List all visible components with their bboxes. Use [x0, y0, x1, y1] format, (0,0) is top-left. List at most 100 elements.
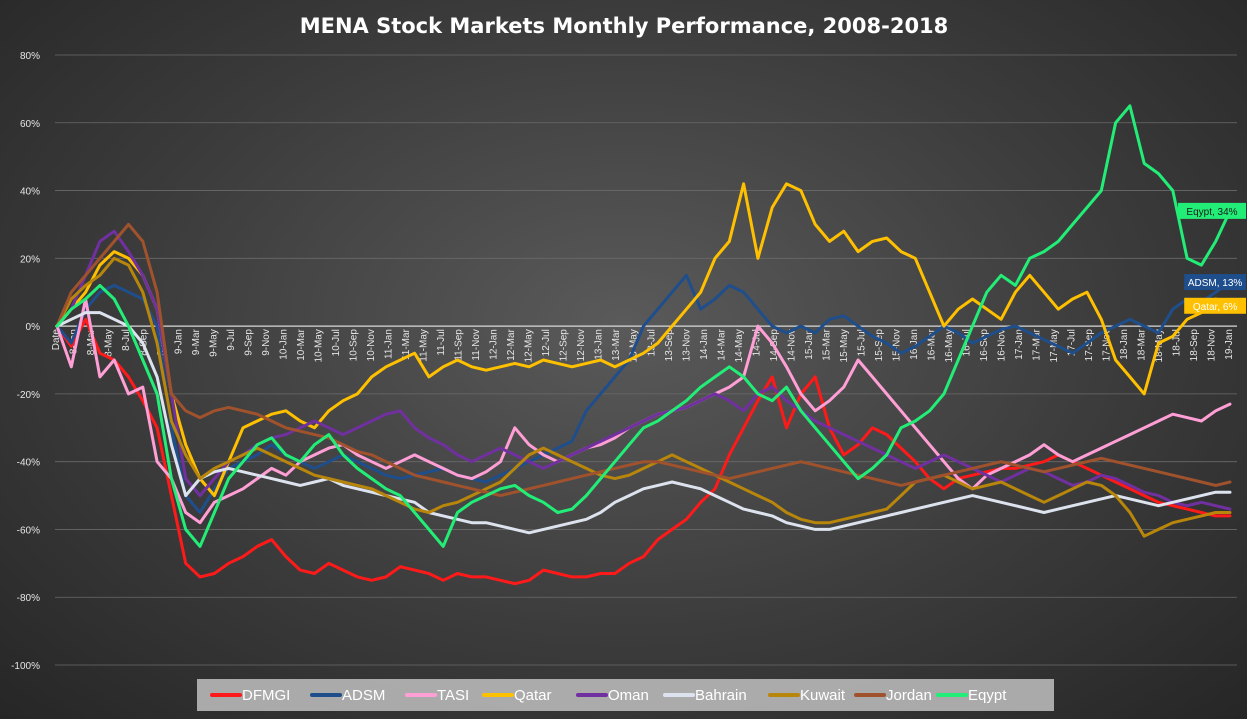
legend-label: Oman [608, 687, 649, 704]
legend-label: Jordan [886, 687, 932, 704]
x-tick-label: 15-Jul [856, 329, 867, 356]
end-label-qatar: Qatar, 6% [1193, 302, 1238, 313]
series-line-jordan [55, 222, 1232, 498]
x-tick-label: 18-Sep [1189, 329, 1200, 362]
legend-label: Qatar [514, 687, 552, 704]
y-tick-label: 60% [20, 119, 40, 130]
x-tick-label: 13-Sep [664, 329, 675, 362]
x-tick-label: 15-Sep [874, 329, 885, 362]
x-tick-label: 15-May [839, 329, 850, 362]
x-tick-label: 16-Sep [979, 329, 990, 362]
x-tick-label: 14-Jul [751, 329, 762, 356]
x-tick-label: 17-Nov [1101, 329, 1112, 361]
x-tick-label: 18-Nov [1206, 329, 1217, 361]
y-tick-label: 80% [20, 51, 40, 62]
x-tick-label: 12-Jan [489, 329, 500, 360]
x-tick-label: 16-Mar [926, 328, 937, 360]
x-tick-label: 9-Mar [191, 328, 202, 355]
x-tick-label: 14-Mar [716, 328, 727, 360]
chart-title: MENA Stock Markets Monthly Performance, … [300, 14, 949, 38]
x-tick-label: 13-Jan [594, 329, 605, 360]
x-tick-label: 17-Mar [1031, 328, 1042, 360]
x-tick-label: 9-Sep [244, 329, 255, 356]
x-tick-label: 17-Sep [1084, 329, 1095, 362]
x-tick-label: 9-Jan [174, 329, 185, 354]
x-tick-label: 18-Mar [1136, 328, 1147, 360]
legend-label: DFMGI [242, 687, 290, 704]
legend-label: Kuwait [800, 687, 846, 704]
x-tick-label: 11-Jul [436, 329, 447, 356]
x-tick-label: 12-May [524, 329, 535, 362]
x-tick-label: 12-Mar [506, 328, 517, 360]
legend-label: TASI [437, 687, 469, 704]
y-tick-label: -60% [17, 525, 40, 536]
series-line-bahrain [55, 311, 1232, 535]
end-label-eqypt: Eqypt, 34% [1186, 207, 1237, 218]
x-tick-label: 15-Mar [821, 328, 832, 360]
y-tick-label: 0% [26, 322, 41, 333]
x-tick-label: 12-Jul [541, 329, 552, 356]
x-tick-label: 16-May [944, 329, 955, 362]
x-tick-label: 15-Jan [804, 329, 815, 360]
x-tick-label: 13-Mar [611, 328, 622, 360]
x-tick-label: 16-Nov [996, 329, 1007, 361]
y-tick-label: -20% [17, 390, 40, 401]
x-tick-label: 9-Jul [226, 329, 237, 351]
x-tick-label: 11-May [419, 329, 430, 362]
x-tick-label: 10-Sep [349, 329, 360, 362]
y-axis-ticks: 80% 60% 40% 20% 0% -20% -40% -60% -80% -100% [11, 51, 40, 672]
series-line-adsm [55, 273, 1232, 514]
series-line-eqypt [55, 104, 1232, 548]
legend: DFMGI ADSM TASI Qatar Oman Bahrain Kuwait Jorda… [197, 679, 1054, 711]
x-tick-label: 8-Sep [139, 329, 150, 356]
x-tick-label: 11-Mar [401, 328, 412, 360]
x-tick-label: 18-Jul [1171, 329, 1182, 356]
x-tick-label: 8-May [104, 329, 115, 357]
x-tick-label: 13-Nov [681, 329, 692, 361]
end-label-box-eqypt [1178, 202, 1246, 219]
x-tick-label: 19-Jan [1224, 329, 1235, 360]
x-tick-label: 16-Jan [909, 329, 920, 360]
x-tick-label: 8-Mar [86, 328, 97, 355]
x-tick-label: 10-Jan [279, 329, 290, 360]
y-tick-label: 20% [20, 254, 40, 265]
x-tick-label: 9-Nov [261, 329, 272, 356]
x-tick-label: 17-Jan [1014, 329, 1025, 360]
x-tick-label: Date [51, 329, 62, 351]
x-tick-label: 11-Jan [384, 329, 395, 359]
gridlines [55, 54, 1237, 666]
x-tick-label: 14-Nov [786, 329, 797, 361]
x-tick-label: 11-Sep [454, 329, 465, 361]
legend-label: Eqypt [968, 687, 1007, 704]
end-label-box-adsm [1184, 274, 1246, 291]
legend-label: Bahrain [695, 687, 747, 704]
x-tick-label: 18-May [1154, 329, 1165, 362]
y-tick-label: -100% [11, 661, 40, 672]
y-tick-label: -40% [17, 458, 40, 469]
y-tick-label: 40% [20, 187, 40, 198]
x-tick-label: 14-Jan [699, 329, 710, 360]
x-tick-label: 13-Jul [646, 329, 657, 356]
x-tick-label: 12-Nov [576, 329, 587, 361]
x-tick-label: 12-Sep [559, 329, 570, 362]
x-tick-label: 10-Jul [331, 329, 342, 356]
end-label-adsm: ADSM, 13% [1188, 278, 1243, 289]
x-axis-ticks: Date 8-Jan 8-Mar 8-May 8-Jul 8-Sep 8-Nov 9-Jan 9… [51, 328, 1235, 362]
x-tick-label: 10-May [314, 329, 325, 362]
legend-label: ADSM [342, 687, 385, 704]
end-labels: Eqypt, 34% ADSM, 13% Qatar, 6% [1178, 202, 1246, 314]
x-tick-label: 11-Nov [471, 329, 482, 361]
y-tick-label: -80% [17, 593, 40, 604]
x-tick-label: 17-Jul [1066, 329, 1077, 356]
x-tick-label: 8-Jul [121, 329, 132, 351]
x-tick-label: 10-Nov [366, 329, 377, 361]
x-tick-label: 10-Mar [296, 328, 307, 360]
series-line-dfmgi [55, 317, 1232, 586]
x-tick-label: 18-Jan [1119, 329, 1130, 360]
end-label-box-qatar [1184, 297, 1246, 314]
x-tick-label: 14-May [734, 329, 745, 362]
x-tick-label: 15-Nov [891, 329, 902, 361]
series-lines [55, 104, 1232, 586]
